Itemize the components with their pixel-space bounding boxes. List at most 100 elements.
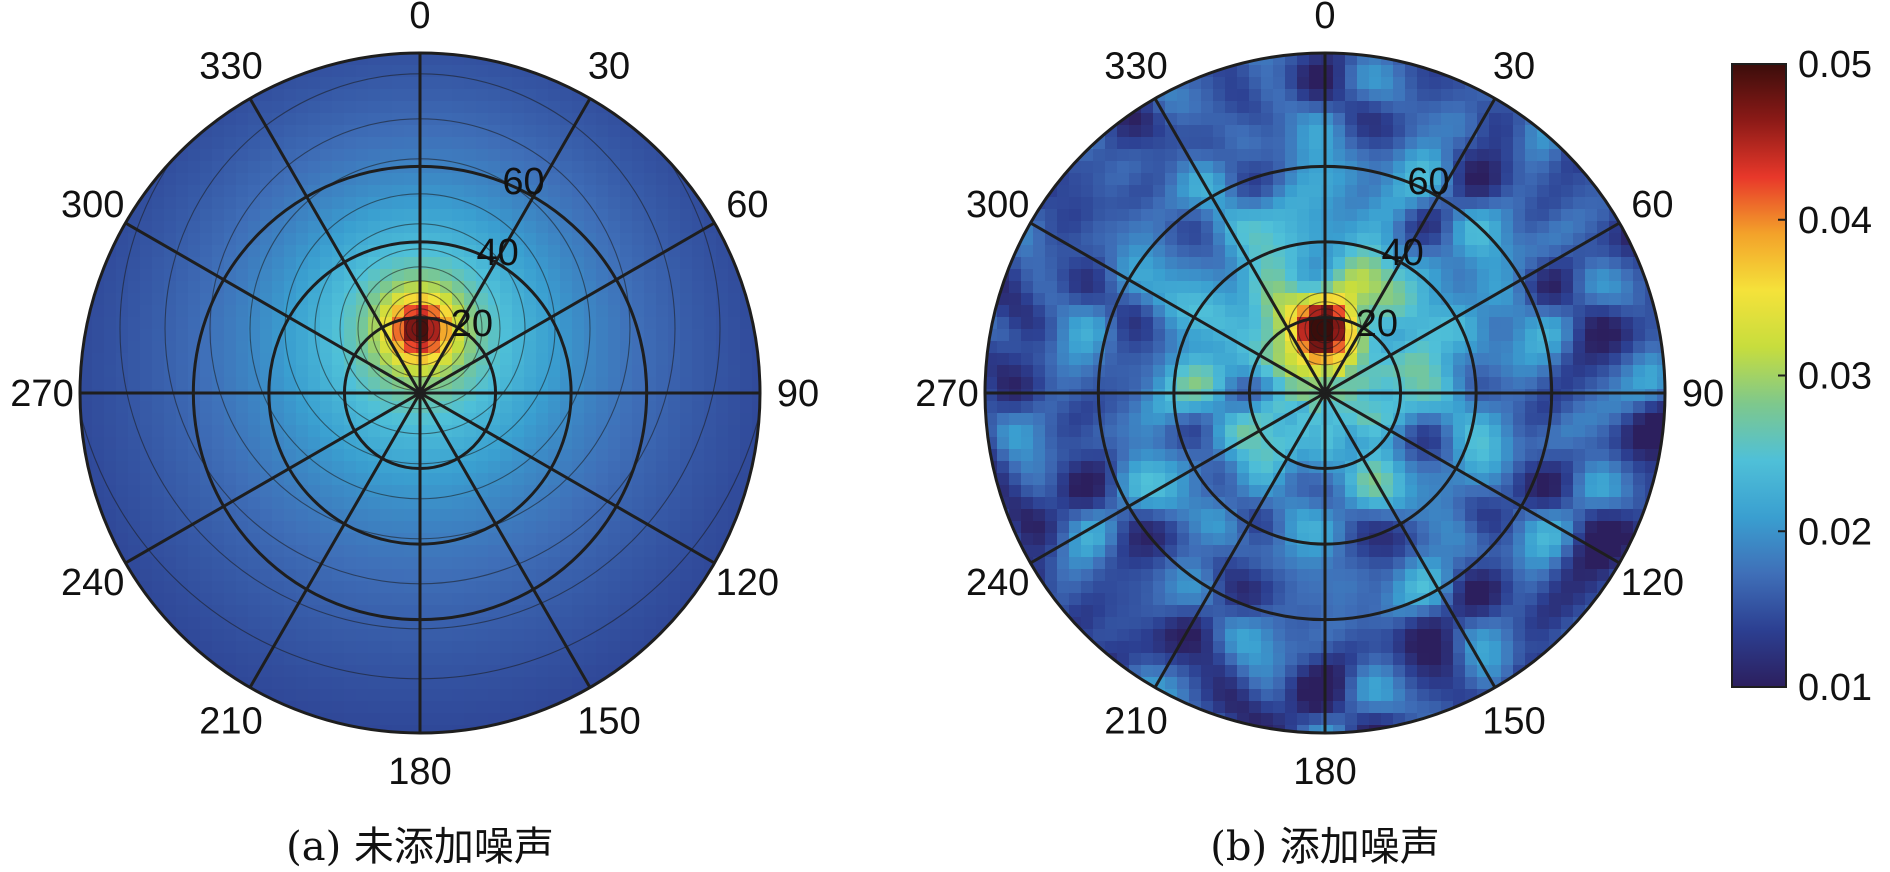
field-cell: [212, 329, 225, 342]
field-cell: [704, 509, 717, 522]
field-cell: [404, 593, 417, 606]
field-cell: [92, 317, 105, 330]
field-cell: [1633, 485, 1646, 498]
field-cell: [1057, 569, 1070, 582]
field-cell: [1333, 557, 1346, 570]
field-cell: [716, 461, 729, 474]
field-cell: [1417, 77, 1430, 90]
field-cell: [488, 689, 501, 702]
field-cell: [740, 353, 753, 366]
field-cell: [440, 89, 453, 102]
field-cell: [1393, 113, 1406, 126]
field-cell: [1441, 425, 1454, 438]
field-cell: [656, 569, 669, 582]
field-cell: [176, 557, 189, 570]
field-cell: [1033, 437, 1046, 450]
field-cell: [1261, 197, 1274, 210]
field-cell: [164, 221, 177, 234]
field-cell: [356, 389, 369, 402]
field-cell: [176, 317, 189, 330]
field-cell: [1165, 161, 1178, 174]
field-cell: [1153, 593, 1166, 606]
field-cell: [1225, 161, 1238, 174]
field-cell: [1489, 473, 1502, 486]
field-cell: [1081, 377, 1094, 390]
field-cell: [1405, 521, 1418, 534]
field-cell: [1069, 341, 1082, 354]
field-cell: [608, 341, 621, 354]
field-cell: [1177, 221, 1190, 234]
field-cell: [1405, 473, 1418, 486]
field-cell: [236, 581, 249, 594]
field-cell: [608, 377, 621, 390]
field-cell: [1405, 389, 1418, 402]
field-cell: [296, 653, 309, 666]
field-cell: [1033, 425, 1046, 438]
field-cell: [368, 713, 381, 726]
field-cell: [1621, 257, 1634, 270]
field-cell: [272, 401, 285, 414]
field-cell: [1561, 257, 1574, 270]
field-cell: [1213, 341, 1226, 354]
field-cell: [284, 293, 297, 306]
field-cell: [1141, 137, 1154, 150]
field-cell: [464, 65, 477, 78]
field-cell: [1069, 185, 1082, 198]
field-cell: [308, 221, 321, 234]
field-cell: [1621, 269, 1634, 282]
field-cell: [596, 317, 609, 330]
field-cell: [620, 449, 633, 462]
field-cell: [1141, 305, 1154, 318]
field-cell: [512, 149, 525, 162]
field-cell: [1345, 209, 1358, 222]
field-cell: [1249, 77, 1262, 90]
field-cell: [308, 473, 321, 486]
field-cell: [140, 341, 153, 354]
field-cell: [1189, 269, 1202, 282]
field-cell: [512, 641, 525, 654]
field-cell: [1237, 353, 1250, 366]
field-cell: [1057, 209, 1070, 222]
field-cell: [644, 281, 657, 294]
field-cell: [536, 245, 549, 258]
field-cell: [584, 209, 597, 222]
field-cell: [1309, 425, 1322, 438]
field-cell: [416, 557, 429, 570]
field-cell: [464, 581, 477, 594]
field-cell: [1189, 281, 1202, 294]
field-cell: [1597, 281, 1610, 294]
field-cell: [1093, 473, 1106, 486]
field-cell: [392, 101, 405, 114]
field-cell: [152, 245, 165, 258]
field-cell: [1021, 341, 1034, 354]
field-cell: [704, 449, 717, 462]
field-cell: [668, 581, 681, 594]
field-cell: [1621, 461, 1634, 474]
field-cell: [1201, 437, 1214, 450]
field-cell: [524, 677, 537, 690]
field-cell: [740, 329, 753, 342]
field-cell: [104, 329, 117, 342]
field-cell: [128, 437, 141, 450]
field-cell: [320, 89, 333, 102]
field-cell: [1645, 329, 1658, 342]
field-cell: [644, 293, 657, 306]
field-cell: [584, 593, 597, 606]
field-cell: [476, 461, 489, 474]
field-cell: [1069, 473, 1082, 486]
field-cell: [176, 569, 189, 582]
field-cell: [1585, 449, 1598, 462]
field-cell: [1561, 569, 1574, 582]
field-cell: [176, 389, 189, 402]
field-cell: [1525, 389, 1538, 402]
field-cell: [1465, 545, 1478, 558]
field-cell: [584, 557, 597, 570]
field-cell: [572, 677, 585, 690]
field-cell: [1177, 125, 1190, 138]
field-cell: [320, 161, 333, 174]
field-cell: [212, 353, 225, 366]
field-cell: [1429, 533, 1442, 546]
field-cell: [1453, 293, 1466, 306]
field-cell: [452, 221, 465, 234]
field-cell: [452, 101, 465, 114]
